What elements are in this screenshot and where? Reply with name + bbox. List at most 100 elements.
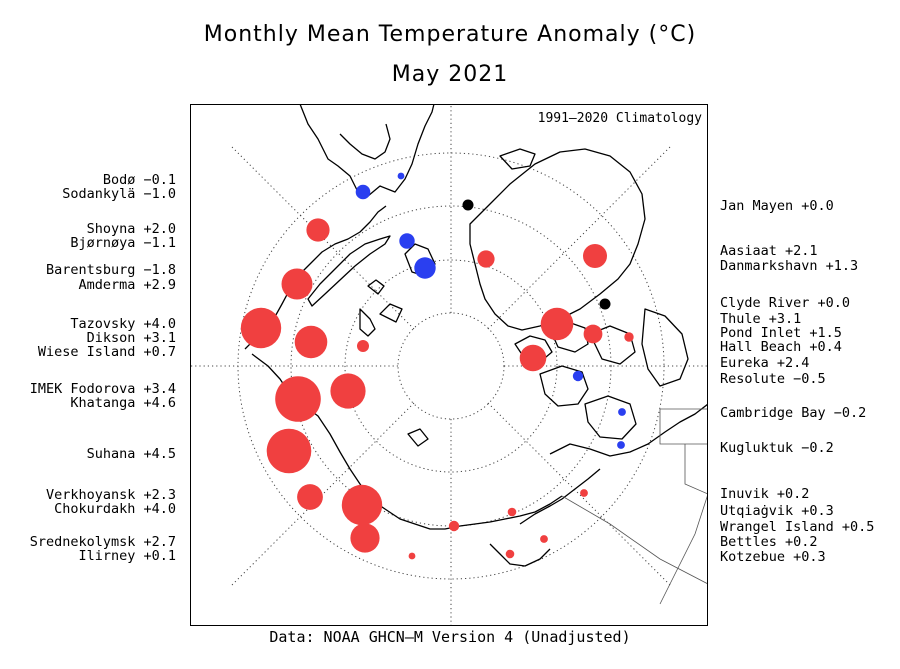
coastline	[549, 403, 708, 457]
border	[561, 495, 708, 585]
station-dot	[294, 325, 328, 359]
coastline	[367, 279, 385, 295]
station-dot	[572, 370, 584, 382]
station-dot	[281, 268, 313, 300]
station-label: Thule +3.1	[720, 311, 802, 327]
lat-circle	[290, 205, 612, 527]
station-label: Dikson +3.1	[86, 330, 176, 346]
coastline	[584, 395, 637, 440]
meridian	[231, 402, 415, 586]
station-dot	[266, 428, 312, 474]
station-label: Clyde River +0.0	[720, 295, 851, 311]
station-label: Wiese Island +0.7	[37, 344, 176, 360]
station-dots	[240, 172, 634, 560]
station-dot	[540, 535, 548, 543]
station-label: Danmarkshavn +1.3	[720, 258, 859, 274]
station-dot	[599, 298, 611, 310]
latitude-circles	[237, 152, 665, 580]
station-dot	[448, 520, 460, 532]
station-label: Khatanga +4.6	[70, 395, 176, 411]
border	[684, 444, 708, 495]
station-dot	[397, 172, 405, 180]
station-label: Verkhoyansk +2.3	[45, 487, 176, 503]
station-label: IMEK Fodorova +3.4	[29, 381, 176, 397]
meridians	[190, 104, 708, 626]
coastline	[489, 543, 551, 567]
coastline	[539, 365, 589, 407]
data-source-footer: Data: NOAA GHCN–M Version 4 (Unadjusted)	[269, 628, 631, 646]
station-dot	[505, 549, 515, 559]
lat-circle	[237, 152, 665, 580]
station-label: Aasiaat +2.1	[720, 243, 818, 259]
station-dot	[462, 199, 474, 211]
station-dot	[330, 373, 366, 409]
station-dot	[583, 244, 607, 268]
station-label: Sodankylä −1.0	[62, 186, 176, 202]
coastline	[519, 468, 601, 525]
border	[659, 409, 708, 445]
station-dot	[240, 307, 282, 349]
station-dot	[580, 489, 588, 497]
station-dot	[355, 184, 371, 200]
coastline	[499, 148, 536, 170]
station-dot	[583, 324, 603, 344]
coastline	[469, 148, 646, 331]
station-dot	[350, 523, 380, 553]
station-label: Resolute −0.5	[720, 371, 826, 387]
station-dot	[624, 332, 634, 342]
station-label: Wrangel Island +0.5	[720, 519, 875, 535]
coastline	[359, 308, 376, 337]
coastline	[589, 325, 636, 365]
station-label: Suhana +4.5	[86, 446, 176, 462]
station-label: Srednekolymsk +2.7	[29, 534, 176, 550]
lat-circle	[344, 259, 558, 473]
station-dot	[414, 257, 436, 279]
coastline	[404, 243, 436, 277]
station-dot	[306, 218, 330, 242]
station-label: Ilirney +0.1	[78, 548, 176, 564]
border	[659, 493, 708, 605]
station-dot	[297, 484, 323, 510]
coastline	[407, 428, 429, 447]
coastline	[299, 104, 435, 197]
station-dot	[357, 340, 369, 352]
station-dot	[519, 344, 547, 372]
station-dot	[408, 552, 416, 560]
polar-map: 1991–2020 Climatology	[190, 104, 708, 626]
station-label: Jan Mayen +0.0	[720, 198, 834, 214]
station-label: Chokurdakh +4.0	[54, 501, 176, 517]
station-label: Kotzebue +0.3	[720, 549, 826, 565]
station-label: Bodø −0.1	[102, 172, 176, 188]
station-dot	[618, 408, 626, 416]
station-dot	[477, 250, 495, 268]
coastline	[307, 235, 391, 307]
station-label: Cambridge Bay −0.2	[720, 405, 867, 421]
climatology-note: 1991–2020 Climatology	[538, 111, 703, 126]
station-dot	[341, 484, 383, 526]
map-frame	[190, 104, 708, 626]
station-label: Kugluktuk −0.2	[720, 440, 834, 456]
station-label: Amderma +2.9	[78, 277, 176, 293]
station-label: Utqiaġvik +0.3	[720, 503, 834, 519]
borders	[561, 408, 708, 605]
station-label: Pond Inlet +1.5	[720, 325, 842, 341]
station-label: Hall Beach +0.4	[720, 339, 842, 355]
station-label: Bettles +0.2	[720, 534, 818, 550]
station-label: Eureka +2.4	[720, 355, 810, 371]
station-label: Inuvik +0.2	[720, 486, 810, 502]
station-dot	[275, 376, 321, 422]
coastline	[641, 308, 689, 387]
meridian	[487, 146, 671, 330]
coastline	[339, 123, 391, 160]
station-label: Shoyna +2.0	[86, 221, 176, 237]
station-dot	[507, 507, 517, 517]
map-subtitle: May 2021	[391, 62, 509, 87]
coastline	[379, 303, 403, 323]
station-label: Barentsburg −1.8	[45, 262, 176, 278]
station-label: Tazovsky +4.0	[70, 316, 176, 332]
station-dot	[540, 307, 574, 341]
station-dot	[617, 441, 625, 449]
map-title: Monthly Mean Temperature Anomaly (°C)	[203, 22, 697, 47]
meridian	[231, 146, 415, 330]
station-label: Bjørnøya −1.1	[70, 235, 176, 251]
